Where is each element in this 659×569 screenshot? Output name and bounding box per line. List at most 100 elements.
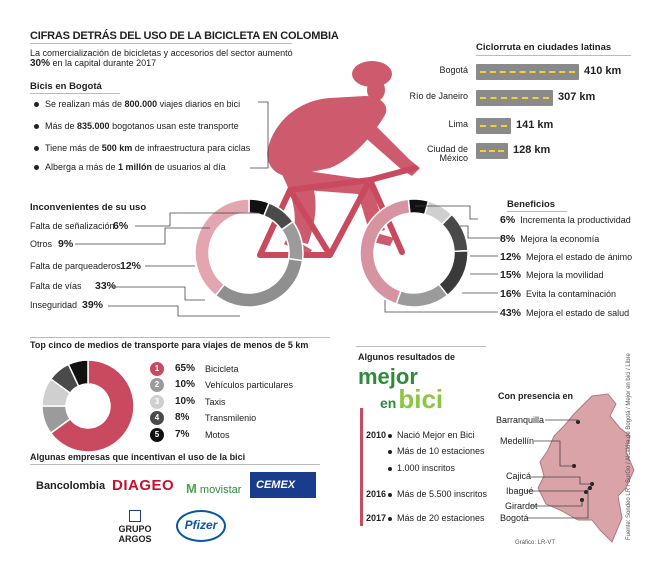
timeline-text: Nació Mejor en Bici bbox=[397, 430, 475, 440]
beneficio-row: 8% Mejora la economía bbox=[500, 233, 599, 245]
inconveniente-label: Inseguridad bbox=[30, 300, 78, 310]
beneficio-row: 16% Evita la contaminación bbox=[500, 288, 616, 300]
fact-text-pre: Más de bbox=[45, 121, 78, 131]
timeline-year: 2017 bbox=[366, 513, 387, 523]
cyclist-illustration bbox=[257, 61, 420, 258]
logo-en: en bbox=[380, 395, 397, 411]
ciclorruta-city: Lima bbox=[448, 119, 468, 129]
beneficio-label: Mejora la economía bbox=[520, 234, 600, 244]
top5-pct: 10% bbox=[175, 379, 196, 390]
logo-movistar: M movistar bbox=[186, 481, 241, 496]
seat-tube bbox=[287, 187, 333, 258]
top5-pct: 8% bbox=[175, 412, 190, 423]
subtitle-text-b: en la capital durante 2017 bbox=[52, 58, 157, 68]
bullet-icon bbox=[388, 433, 392, 438]
map-city-label: Medellín bbox=[500, 436, 535, 446]
graphic-credit: Gráfico: LR-VT bbox=[515, 540, 556, 546]
logo-diageo: DIAGEO bbox=[112, 477, 175, 494]
beneficio-label: Mejora el estado de ánimo bbox=[526, 252, 633, 262]
fact-highlight: 500 km bbox=[101, 143, 133, 153]
fact-text-pre: Alberga a más de bbox=[45, 162, 119, 172]
beneficios-slice bbox=[359, 198, 411, 305]
beneficios-heading: Beneficios bbox=[507, 199, 556, 210]
inconveniente-pct: 39% bbox=[82, 299, 104, 311]
bogota-fact: Alberga a más de 1 millón de usuarios al… bbox=[34, 162, 226, 172]
bogota-divider bbox=[30, 93, 120, 94]
beneficio-pct: 8% bbox=[500, 233, 516, 245]
subtitle-pct: 30% bbox=[30, 58, 51, 69]
page-subtitle: La comercialización de bicicletas y acce… bbox=[30, 48, 295, 69]
down-tube bbox=[327, 177, 373, 258]
title-divider bbox=[30, 43, 292, 44]
handlebar-stem bbox=[367, 165, 418, 183]
logo-grupo-argos: GRUPO ARGOS bbox=[102, 510, 168, 544]
rank-badge: 4 bbox=[150, 411, 164, 425]
ciclorruta-divider bbox=[476, 55, 631, 56]
argos-text: GRUPO ARGOS bbox=[118, 524, 152, 544]
beneficio-row: 6% Incrementa la productividad bbox=[500, 214, 631, 226]
bullet-icon bbox=[388, 516, 392, 521]
fact-text-pre: Se realizan más de bbox=[45, 99, 125, 109]
timeline-item: Más de 5.500 inscritos bbox=[388, 489, 487, 499]
map-city-label: Girardot bbox=[505, 501, 538, 511]
top5-label: Vehículos particulares bbox=[205, 380, 294, 390]
ciclorruta-bar bbox=[476, 64, 579, 80]
beneficio-row: 15% Mejora la movilidad bbox=[500, 269, 604, 281]
top-tube bbox=[287, 177, 373, 193]
timeline-text: 1.000 inscritos bbox=[397, 463, 456, 473]
ciclorruta-city: Bogotá bbox=[439, 65, 468, 75]
timeline-text: Más de 20 estaciones bbox=[397, 513, 485, 523]
bogota-fact: Se realizan más de 800.000 viajes diario… bbox=[34, 99, 240, 109]
logo-mejor-en-bici: mejor enbici bbox=[358, 366, 443, 414]
movistar-text: movistar bbox=[199, 484, 242, 496]
logo-cemex: CEMEX bbox=[250, 472, 316, 498]
ciclorruta-km: 410 km bbox=[584, 65, 622, 77]
timeline-year: 2010 bbox=[366, 430, 387, 440]
inconveniente-pct: 12% bbox=[120, 260, 142, 272]
beneficio-pct: 6% bbox=[500, 214, 516, 226]
fact-text-post: de usuarios al día bbox=[152, 162, 226, 172]
rank-badge: 2 bbox=[150, 378, 164, 392]
rank-badge: 3 bbox=[150, 395, 164, 409]
timeline-text: Más de 10 estaciones bbox=[397, 446, 485, 456]
beneficio-pct: 43% bbox=[500, 307, 522, 319]
logo-bici: bici bbox=[398, 384, 444, 414]
source-credit: Fuente: Sondeo LR / SurGo / Alcaldía de … bbox=[626, 353, 632, 540]
ciclorruta-bar bbox=[476, 143, 508, 159]
inconveniente-label: Otros bbox=[30, 239, 53, 249]
ciclorruta-km: 128 km bbox=[513, 144, 551, 156]
fact-highlight: 835.000 bbox=[77, 121, 110, 131]
beneficio-label: Mejora el estado de salud bbox=[526, 308, 630, 318]
beneficio-label: Evita la contaminación bbox=[526, 289, 617, 299]
timeline-item: 1.000 inscritos bbox=[388, 463, 455, 473]
logo-pfizer: Pfizer bbox=[176, 510, 226, 542]
map-city-label: Ibagué bbox=[506, 486, 534, 496]
bullet-icon bbox=[388, 449, 392, 454]
top5-label: Bicicleta bbox=[205, 364, 239, 374]
bogota-fact: Más de 835.000 bogotanos usan este trans… bbox=[34, 121, 239, 131]
beneficio-label: Incrementa la productividad bbox=[520, 215, 631, 225]
fact-highlight: 800.000 bbox=[124, 99, 158, 109]
timeline-text: Más de 5.500 inscritos bbox=[397, 489, 488, 499]
beneficio-label: Mejora la movilidad bbox=[526, 270, 604, 280]
beneficio-pct: 15% bbox=[500, 269, 522, 281]
map-city-label: Barranquilla bbox=[496, 415, 545, 425]
ciclorruta-km: 307 km bbox=[558, 91, 596, 103]
beneficio-pct: 12% bbox=[500, 251, 522, 263]
bullet-icon bbox=[388, 466, 392, 471]
top5-slices bbox=[41, 359, 135, 453]
empresas-heading: Algunas empresas que incentivan el uso d… bbox=[30, 452, 246, 462]
bancolombia-text: Bancolombia bbox=[36, 480, 106, 492]
pin-bogota bbox=[588, 486, 592, 490]
bullet-icon bbox=[388, 492, 392, 497]
rank-badge: 5 bbox=[150, 428, 164, 442]
top5-pct: 7% bbox=[175, 429, 190, 440]
top5-slice bbox=[67, 359, 89, 388]
map-city-label: Cajicá bbox=[506, 471, 532, 481]
subtitle-text: La comercialización de bicicletas y acce… bbox=[30, 48, 293, 58]
beneficio-row: 43% Mejora el estado de salud bbox=[500, 307, 629, 319]
top5-heading: Top cinco de medios de transporte para v… bbox=[30, 340, 309, 350]
inconvenientes-heading: Inconvenientes de su uso bbox=[30, 202, 147, 213]
fact-text-post: de infraestructura para ciclas bbox=[132, 143, 251, 153]
